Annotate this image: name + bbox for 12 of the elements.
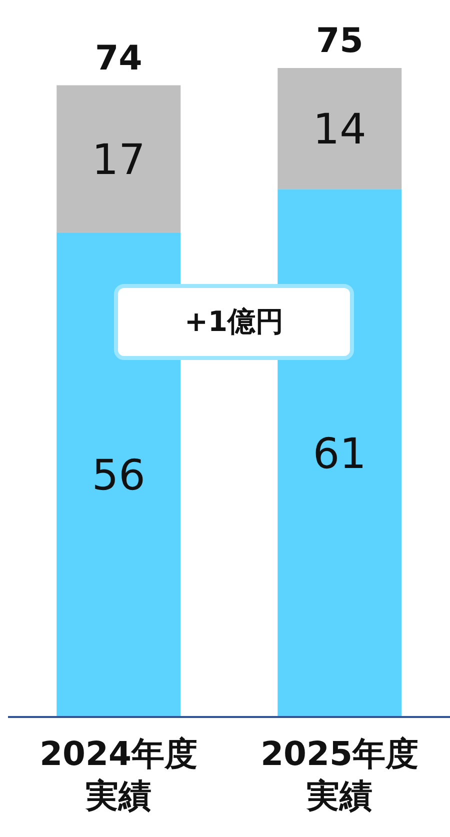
x-tick-label: 2025年度実績 (260, 733, 420, 817)
x-tick-label: 2024年度実績 (38, 733, 198, 817)
callout-box: +1億円 (114, 284, 354, 360)
total-label: 74 (94, 38, 142, 78)
bar (56, 232, 181, 717)
total-label: 75 (316, 21, 364, 61)
data-label: 61 (312, 428, 366, 478)
bar (278, 68, 402, 190)
data-label: 14 (312, 104, 366, 154)
data-label: 56 (92, 450, 146, 500)
bar (56, 85, 181, 232)
data-label: 17 (92, 134, 146, 184)
